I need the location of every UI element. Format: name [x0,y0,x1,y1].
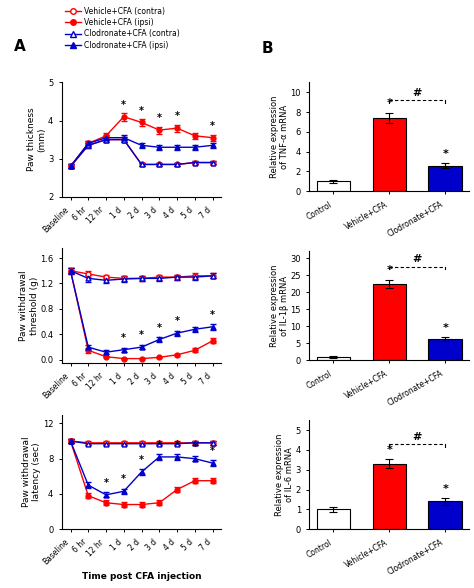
Text: *: * [157,113,162,123]
Y-axis label: Relative expression
of IL-6 mRNA: Relative expression of IL-6 mRNA [275,433,294,516]
Text: *: * [210,446,215,456]
Text: *: * [121,475,126,485]
Y-axis label: Relative expression
of IL-1β mRNA: Relative expression of IL-1β mRNA [270,265,289,347]
Y-axis label: Paw withdrawal
threshold (g): Paw withdrawal threshold (g) [19,270,39,341]
Text: *: * [174,316,180,326]
Text: *: * [121,100,126,110]
Text: *: * [121,333,126,343]
Text: *: * [192,442,197,452]
Text: *: * [139,455,144,465]
Text: *: * [386,445,392,455]
Y-axis label: Paw thickness
(mm): Paw thickness (mm) [27,108,46,172]
Text: *: * [157,440,162,450]
Text: A: A [14,39,26,54]
Text: B: B [262,41,273,56]
Legend: Vehicle+CFA (contra), Vehicle+CFA (ipsi), Clodronate+CFA (contra), Clodronate+CF: Vehicle+CFA (contra), Vehicle+CFA (ipsi)… [65,6,180,49]
Bar [428,166,462,191]
Text: *: * [174,440,180,450]
Text: *: * [174,111,180,121]
Text: *: * [442,149,448,159]
Y-axis label: Relative expression
of TNF-α mRNA: Relative expression of TNF-α mRNA [270,96,289,178]
Text: *: * [139,330,144,340]
Bar [373,118,406,191]
Bar [428,502,462,529]
Text: #: # [412,255,422,265]
Bar [373,464,406,529]
Text: *: * [210,310,215,320]
Text: *: * [442,323,448,333]
Text: *: * [139,106,144,116]
Text: *: * [210,121,215,131]
Text: *: * [442,483,448,493]
Text: #: # [412,88,422,98]
Bar [317,182,350,191]
Bar [373,283,406,360]
Bar [317,509,350,529]
Text: *: * [157,323,162,333]
Bar [428,339,462,360]
Text: *: * [386,98,392,108]
Text: #: # [412,432,422,442]
Text: *: * [103,478,109,488]
Y-axis label: Paw withdrawal
latency (sec): Paw withdrawal latency (sec) [22,437,41,507]
Bar [317,357,350,360]
Text: *: * [386,265,392,275]
X-axis label: Time post CFA injection: Time post CFA injection [82,573,201,582]
